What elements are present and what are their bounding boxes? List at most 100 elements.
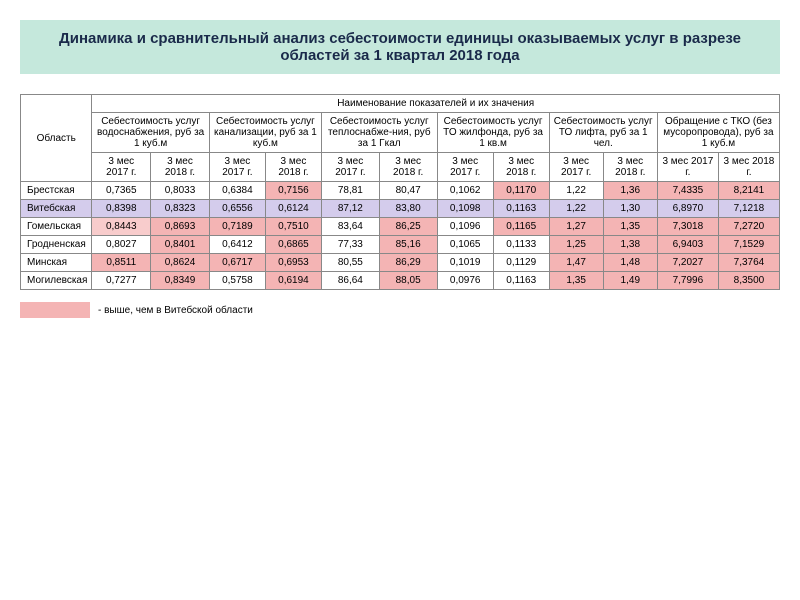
region-cell: Витебская (21, 200, 92, 218)
period-header: 3 мес 2017 г. (92, 153, 151, 182)
period-header: 3 мес 2017 г. (437, 153, 493, 182)
group-header: Себестоимость услуг ТО жилфонда, руб за … (437, 113, 549, 153)
data-cell: 6,9403 (657, 236, 718, 254)
data-cell: 0,1163 (493, 272, 549, 290)
data-cell: 0,6384 (209, 182, 265, 200)
group-header: Себестоимость услуг водоснабжения, руб з… (92, 113, 209, 153)
data-cell: 0,7156 (265, 182, 321, 200)
group-header: Себестоимость услуг канализации, руб за … (209, 113, 321, 153)
data-cell: 0,8624 (151, 254, 210, 272)
data-cell: 1,36 (603, 182, 657, 200)
data-cell: 0,1170 (493, 182, 549, 200)
data-cell: 83,80 (379, 200, 437, 218)
data-cell: 0,6412 (209, 236, 265, 254)
region-cell: Брестская (21, 182, 92, 200)
data-cell: 85,16 (379, 236, 437, 254)
region-cell: Гродненская (21, 236, 92, 254)
data-cell: 7,2027 (657, 254, 718, 272)
data-cell: 78,81 (321, 182, 379, 200)
data-cell: 1,30 (603, 200, 657, 218)
legend: - выше, чем в Витебской области (20, 302, 780, 318)
page-title: Динамика и сравнительный анализ себестои… (20, 20, 780, 74)
super-header: Наименование показателей и их значения (92, 95, 780, 113)
data-cell: 0,8398 (92, 200, 151, 218)
data-cell: 8,2141 (718, 182, 779, 200)
data-cell: 1,38 (603, 236, 657, 254)
data-cell: 0,7277 (92, 272, 151, 290)
data-cell: 0,6124 (265, 200, 321, 218)
period-header: 3 мес 2017 г. (209, 153, 265, 182)
data-cell: 7,3018 (657, 218, 718, 236)
group-header: Обращение с ТКО (без мусоропровода), руб… (657, 113, 779, 153)
period-header: 3 мес 2018 г. (493, 153, 549, 182)
cost-table: Область Наименование показателей и их зн… (20, 94, 780, 290)
data-cell: 1,49 (603, 272, 657, 290)
table-row: Минская0,85110,86240,67170,695380,5586,2… (21, 254, 780, 272)
data-cell: 1,25 (549, 236, 603, 254)
data-cell: 7,1529 (718, 236, 779, 254)
region-cell: Могилевская (21, 272, 92, 290)
table-row: Гродненская0,80270,84010,64120,686577,33… (21, 236, 780, 254)
table-row: Брестская0,73650,80330,63840,715678,8180… (21, 182, 780, 200)
period-header: 3 мес 2018 г. (151, 153, 210, 182)
data-cell: 0,0976 (437, 272, 493, 290)
data-cell: 0,8511 (92, 254, 151, 272)
legend-swatch (20, 302, 90, 318)
data-cell: 80,47 (379, 182, 437, 200)
table-row: Гомельская0,84430,86930,71890,751083,648… (21, 218, 780, 236)
data-cell: 7,3764 (718, 254, 779, 272)
data-cell: 0,8443 (92, 218, 151, 236)
data-cell: 0,8401 (151, 236, 210, 254)
data-cell: 0,1065 (437, 236, 493, 254)
data-cell: 88,05 (379, 272, 437, 290)
data-cell: 0,8693 (151, 218, 210, 236)
data-cell: 1,27 (549, 218, 603, 236)
data-cell: 7,2720 (718, 218, 779, 236)
period-header: 3 мес 2018 г. (379, 153, 437, 182)
data-cell: 0,7189 (209, 218, 265, 236)
data-cell: 1,35 (549, 272, 603, 290)
table-row: Витебская0,83980,83230,65560,612487,1283… (21, 200, 780, 218)
data-cell: 0,6865 (265, 236, 321, 254)
data-cell: 0,6194 (265, 272, 321, 290)
data-cell: 1,22 (549, 200, 603, 218)
group-header: Себестоимость услуг ТО лифта, руб за 1 ч… (549, 113, 657, 153)
group-header: Себестоимость услуг теплоснабже-ния, руб… (321, 113, 437, 153)
data-cell: 0,1096 (437, 218, 493, 236)
data-cell: 7,7996 (657, 272, 718, 290)
period-header: 3 мес 2018 г. (265, 153, 321, 182)
period-header: 3 мес 2017 г. (549, 153, 603, 182)
period-header: 3 мес 2017 г. (321, 153, 379, 182)
data-cell: 0,1163 (493, 200, 549, 218)
data-cell: 87,12 (321, 200, 379, 218)
data-cell: 0,6717 (209, 254, 265, 272)
data-cell: 0,7510 (265, 218, 321, 236)
data-cell: 7,1218 (718, 200, 779, 218)
data-cell: 1,35 (603, 218, 657, 236)
data-cell: 0,1019 (437, 254, 493, 272)
data-cell: 0,8323 (151, 200, 210, 218)
data-cell: 7,4335 (657, 182, 718, 200)
data-cell: 0,6953 (265, 254, 321, 272)
legend-text: - выше, чем в Витебской области (98, 305, 253, 316)
data-cell: 0,5758 (209, 272, 265, 290)
data-cell: 1,22 (549, 182, 603, 200)
data-cell: 86,29 (379, 254, 437, 272)
data-cell: 1,48 (603, 254, 657, 272)
data-cell: 0,1098 (437, 200, 493, 218)
data-cell: 86,64 (321, 272, 379, 290)
table-row: Могилевская0,72770,83490,57580,619486,64… (21, 272, 780, 290)
data-cell: 77,33 (321, 236, 379, 254)
data-cell: 83,64 (321, 218, 379, 236)
data-cell: 0,1129 (493, 254, 549, 272)
region-header: Область (21, 95, 92, 182)
data-cell: 8,3500 (718, 272, 779, 290)
period-header: 3 мес 2017 г. (657, 153, 718, 182)
data-cell: 0,8033 (151, 182, 210, 200)
data-cell: 0,8349 (151, 272, 210, 290)
data-cell: 0,1062 (437, 182, 493, 200)
region-cell: Минская (21, 254, 92, 272)
data-cell: 0,6556 (209, 200, 265, 218)
data-cell: 0,1133 (493, 236, 549, 254)
data-cell: 80,55 (321, 254, 379, 272)
